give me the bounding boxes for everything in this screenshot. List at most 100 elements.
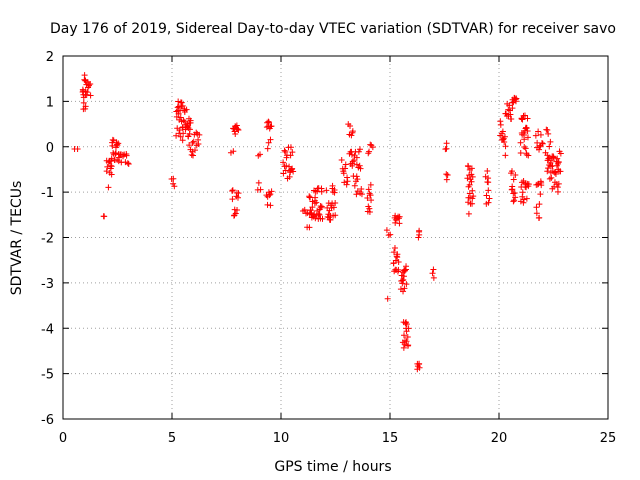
data-point bbox=[313, 199, 320, 206]
data-point bbox=[348, 151, 355, 158]
data-point bbox=[317, 204, 324, 211]
data-point bbox=[535, 128, 542, 135]
data-point bbox=[522, 145, 529, 152]
data-point bbox=[502, 152, 509, 159]
data-point bbox=[520, 196, 527, 203]
data-point bbox=[485, 179, 492, 186]
data-point bbox=[312, 194, 319, 201]
y-tick-label: 0 bbox=[46, 141, 54, 156]
data-point bbox=[265, 119, 272, 126]
data-point bbox=[230, 148, 237, 155]
data-point bbox=[267, 136, 274, 143]
x-tick-label: 25 bbox=[600, 431, 617, 446]
data-point bbox=[289, 149, 296, 156]
data-point bbox=[115, 140, 122, 147]
data-point bbox=[524, 115, 531, 122]
data-point bbox=[87, 80, 94, 87]
data-point bbox=[519, 116, 526, 123]
data-point bbox=[314, 207, 321, 214]
data-point bbox=[545, 130, 552, 137]
data-point bbox=[400, 288, 407, 295]
grid-lines bbox=[63, 56, 608, 419]
data-point bbox=[525, 152, 532, 159]
data-point bbox=[342, 165, 349, 172]
data-point bbox=[316, 211, 323, 218]
axes: 0 5 10 15 20 25 -6 -5 -4 -3 -2 -1 0 1 2 bbox=[41, 50, 616, 446]
data-point bbox=[83, 91, 90, 98]
x-tick-label: 5 bbox=[168, 431, 176, 446]
data-point bbox=[400, 276, 407, 283]
data-point bbox=[180, 117, 187, 124]
data-point bbox=[555, 180, 562, 187]
data-point bbox=[443, 171, 450, 178]
data-point bbox=[536, 214, 543, 221]
data-point bbox=[349, 128, 356, 135]
data-point bbox=[366, 205, 373, 212]
data-point bbox=[179, 102, 186, 109]
data-point bbox=[289, 165, 296, 172]
data-point bbox=[301, 206, 308, 213]
y-tick-label: 2 bbox=[46, 50, 54, 65]
data-point bbox=[287, 152, 294, 159]
data-point bbox=[173, 113, 180, 120]
data-point bbox=[484, 168, 491, 175]
data-point bbox=[366, 148, 373, 155]
data-point bbox=[175, 110, 182, 117]
data-point bbox=[331, 189, 338, 196]
data-point bbox=[506, 102, 513, 109]
data-point bbox=[175, 98, 182, 105]
data-point bbox=[234, 206, 241, 213]
data-point bbox=[101, 213, 108, 220]
data-point bbox=[124, 160, 131, 167]
data-point bbox=[485, 187, 492, 194]
data-point bbox=[501, 139, 508, 146]
data-point bbox=[554, 155, 561, 162]
y-tick-label: 1 bbox=[46, 95, 54, 110]
data-point bbox=[319, 215, 326, 222]
data-point bbox=[555, 158, 562, 165]
data-point bbox=[512, 194, 519, 201]
data-point bbox=[367, 192, 374, 199]
data-point bbox=[536, 143, 543, 150]
data-point bbox=[74, 146, 81, 153]
data-point bbox=[283, 162, 290, 169]
data-point bbox=[315, 210, 322, 217]
data-point bbox=[394, 251, 401, 258]
data-point bbox=[286, 163, 293, 170]
data-point bbox=[395, 259, 402, 266]
data-point bbox=[405, 342, 412, 349]
y-tick-label: -4 bbox=[41, 322, 54, 337]
data-point bbox=[509, 186, 516, 193]
data-point bbox=[368, 197, 375, 204]
data-point bbox=[80, 99, 87, 106]
data-point bbox=[190, 152, 197, 159]
data-point bbox=[231, 212, 238, 219]
data-point bbox=[517, 150, 524, 157]
data-point bbox=[532, 132, 539, 139]
data-point bbox=[264, 201, 271, 208]
data-point bbox=[366, 208, 373, 215]
data-point bbox=[395, 215, 402, 222]
data-point bbox=[104, 163, 111, 170]
data-point bbox=[517, 198, 524, 205]
data-point bbox=[186, 126, 193, 133]
plot-frame bbox=[62, 55, 609, 420]
data-point bbox=[196, 131, 203, 138]
data-point bbox=[539, 140, 546, 147]
data-point bbox=[179, 137, 186, 144]
data-point bbox=[508, 168, 515, 175]
data-point bbox=[392, 219, 399, 226]
data-point bbox=[483, 192, 490, 199]
data-point bbox=[465, 210, 472, 217]
chart-title: Day 176 of 2019, Sidereal Day-to-day VTE… bbox=[50, 21, 616, 37]
data-point bbox=[187, 117, 194, 124]
data-point bbox=[323, 187, 330, 194]
data-point bbox=[327, 216, 334, 223]
data-point bbox=[265, 139, 272, 146]
data-point bbox=[177, 114, 184, 121]
data-point bbox=[430, 274, 437, 281]
data-point bbox=[520, 199, 527, 206]
data-point bbox=[233, 122, 240, 129]
data-point bbox=[557, 168, 564, 175]
